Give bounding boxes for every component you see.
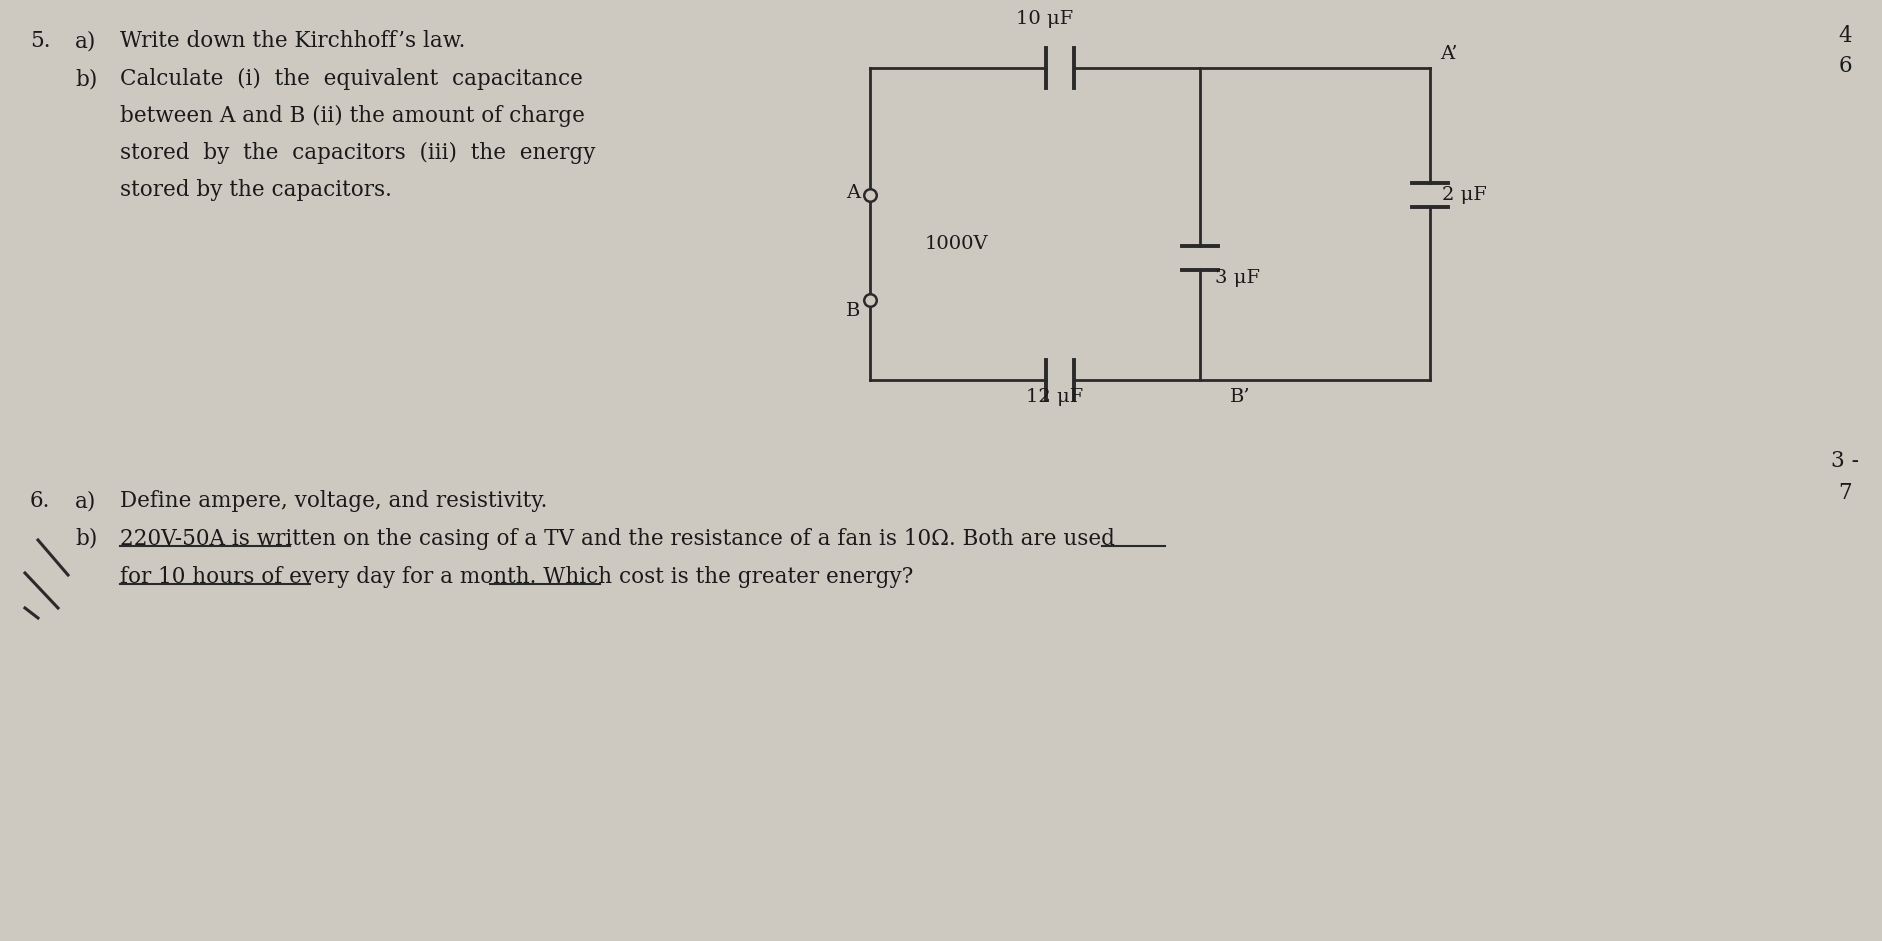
Text: Write down the Kirchhoff’s law.: Write down the Kirchhoff’s law. — [120, 30, 465, 52]
Text: 10 μF: 10 μF — [1016, 10, 1073, 28]
Text: a): a) — [75, 490, 96, 512]
Text: 5.: 5. — [30, 30, 51, 52]
Text: 12 μF: 12 μF — [1026, 388, 1082, 406]
Text: b): b) — [75, 528, 98, 550]
Text: 4: 4 — [1837, 25, 1850, 47]
Text: A: A — [845, 184, 860, 202]
Text: between A and B (ii) the amount of charge: between A and B (ii) the amount of charg… — [120, 105, 585, 127]
Text: 7: 7 — [1837, 482, 1850, 504]
Text: b): b) — [75, 68, 98, 90]
Text: B’: B’ — [1229, 388, 1250, 406]
Text: B: B — [845, 302, 860, 320]
Text: A’: A’ — [1440, 45, 1457, 63]
Text: stored  by  the  capacitors  (iii)  the  energy: stored by the capacitors (iii) the energ… — [120, 142, 595, 164]
Text: 3 -: 3 - — [1829, 450, 1858, 472]
Text: Define ampere, voltage, and resistivity.: Define ampere, voltage, and resistivity. — [120, 490, 548, 512]
Text: stored by the capacitors.: stored by the capacitors. — [120, 179, 391, 201]
Text: 220V-50A is written on the casing of a TV and the resistance of a fan is 10Ω. Bo: 220V-50A is written on the casing of a T… — [120, 528, 1114, 550]
Text: 3 μF: 3 μF — [1214, 269, 1259, 287]
Text: for 10 hours of every day for a month. Which cost is the greater energy?: for 10 hours of every day for a month. W… — [120, 566, 913, 588]
Text: 1000V: 1000V — [924, 235, 988, 253]
Text: 2 μF: 2 μF — [1442, 186, 1487, 204]
Text: a): a) — [75, 30, 96, 52]
Text: Calculate  (i)  the  equivalent  capacitance: Calculate (i) the equivalent capacitance — [120, 68, 583, 90]
Text: 6.: 6. — [30, 490, 51, 512]
Text: 6: 6 — [1837, 55, 1850, 77]
